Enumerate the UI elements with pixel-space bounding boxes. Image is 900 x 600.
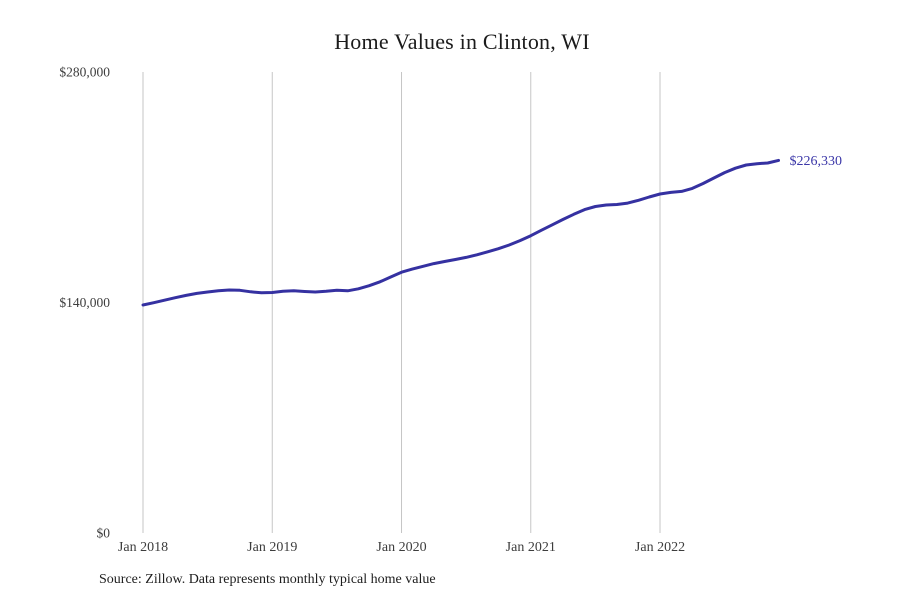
y-tick-label: $280,000	[59, 65, 110, 80]
y-tick-label: $140,000	[59, 295, 110, 310]
home-value-line	[141, 158, 780, 307]
y-tick-label: $0	[97, 526, 111, 541]
end-value-label: $226,330	[790, 154, 843, 169]
x-tick-label: Jan 2021	[506, 540, 556, 555]
source-note: Source: Zillow. Data represents monthly …	[99, 572, 436, 587]
x-tick-label: Jan 2018	[118, 540, 168, 555]
x-tick-label: Jan 2019	[247, 540, 297, 555]
chart-title: Home Values in Clinton, WI	[334, 29, 590, 54]
x-tick-label: Jan 2022	[635, 540, 685, 555]
x-tick-label: Jan 2020	[376, 540, 426, 555]
